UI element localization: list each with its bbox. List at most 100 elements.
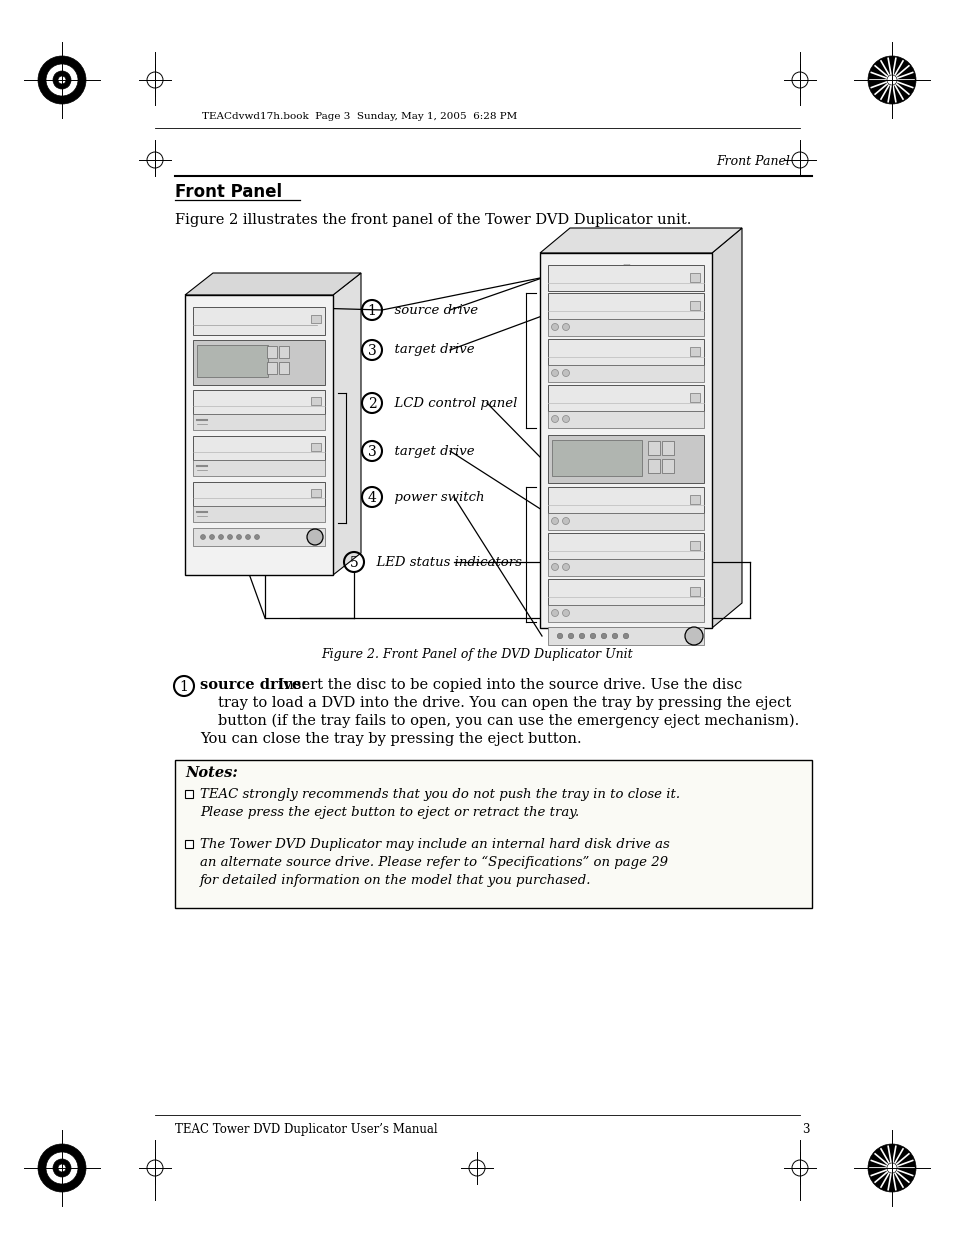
Text: LCD control panel: LCD control panel: [386, 396, 517, 410]
Bar: [547, 266, 703, 291]
Text: ▶: ▶: [677, 412, 680, 417]
Circle shape: [58, 1165, 66, 1172]
Bar: [193, 390, 325, 414]
Text: Figure 2 illustrates the front panel of the Tower DVD Duplicator unit.: Figure 2 illustrates the front panel of …: [174, 212, 691, 227]
Circle shape: [53, 1158, 71, 1177]
Text: TEAC strongly recommends that you do not push the tray in to close it.: TEAC strongly recommends that you do not…: [200, 788, 679, 802]
Text: Please press the eject button to eject or retract the tray.: Please press the eject button to eject o…: [200, 806, 578, 819]
Bar: [196, 345, 268, 377]
Circle shape: [227, 535, 233, 540]
Circle shape: [568, 634, 573, 638]
Bar: [278, 362, 289, 374]
Text: target drive: target drive: [386, 445, 475, 457]
Circle shape: [200, 535, 205, 540]
Circle shape: [562, 415, 569, 422]
Bar: [547, 559, 703, 576]
Bar: [547, 366, 703, 382]
Circle shape: [612, 634, 618, 638]
Text: Front Panel: Front Panel: [716, 156, 789, 168]
Text: 3▶: 3▶: [269, 510, 275, 515]
Bar: [689, 301, 700, 310]
Circle shape: [551, 415, 558, 422]
Text: The Tower DVD Duplicator may include an internal hard disk drive as: The Tower DVD Duplicator may include an …: [200, 839, 669, 851]
Bar: [311, 396, 320, 405]
Circle shape: [551, 324, 558, 331]
Polygon shape: [333, 273, 360, 576]
Text: □: □: [255, 311, 262, 317]
Bar: [689, 541, 700, 550]
Circle shape: [867, 1144, 915, 1192]
Circle shape: [551, 563, 558, 571]
Bar: [689, 587, 700, 597]
Circle shape: [600, 634, 606, 638]
Text: ▶: ▶: [677, 514, 680, 519]
Circle shape: [245, 535, 251, 540]
Text: TEACdvwd17h.book  Page 3  Sunday, May 1, 2005  6:28 PM: TEACdvwd17h.book Page 3 Sunday, May 1, 2…: [202, 112, 517, 121]
Bar: [689, 347, 700, 356]
Text: button (if the tray fails to open, you can use the emergency eject mechanism).: button (if the tray fails to open, you c…: [218, 714, 799, 729]
Circle shape: [46, 64, 78, 96]
Text: You can close the tray by pressing the eject button.: You can close the tray by pressing the e…: [200, 732, 581, 746]
Polygon shape: [711, 228, 741, 629]
Bar: [647, 441, 659, 454]
Text: Notes:: Notes:: [185, 766, 237, 781]
Bar: [689, 273, 700, 282]
Text: 2: 2: [367, 396, 376, 411]
Bar: [547, 293, 703, 319]
Text: 1: 1: [367, 304, 376, 317]
Bar: [547, 385, 703, 411]
Bar: [552, 440, 641, 475]
Circle shape: [210, 535, 214, 540]
Text: source drive:: source drive:: [200, 678, 307, 692]
Circle shape: [562, 324, 569, 331]
Bar: [647, 459, 659, 473]
Bar: [193, 308, 325, 335]
Polygon shape: [539, 228, 741, 253]
Text: TEAC Tower DVD Duplicator User’s Manual: TEAC Tower DVD Duplicator User’s Manual: [174, 1123, 437, 1136]
Bar: [193, 414, 325, 430]
Bar: [661, 459, 673, 473]
Text: 3: 3: [801, 1123, 809, 1136]
Text: 4: 4: [367, 492, 376, 505]
Bar: [193, 340, 325, 385]
Bar: [193, 436, 325, 459]
Text: 3: 3: [367, 445, 376, 459]
Bar: [547, 487, 703, 513]
Bar: [311, 443, 320, 451]
Circle shape: [53, 70, 71, 89]
Circle shape: [622, 634, 628, 638]
Bar: [185, 790, 193, 798]
Text: 1: 1: [179, 680, 189, 694]
Bar: [193, 506, 325, 522]
Circle shape: [236, 535, 241, 540]
Text: an alternate source drive. Please refer to “Specifications” on page 29: an alternate source drive. Please refer …: [200, 856, 667, 869]
Circle shape: [254, 535, 259, 540]
Circle shape: [562, 369, 569, 377]
Circle shape: [307, 529, 323, 545]
Bar: [311, 489, 320, 496]
Text: Front Panel: Front Panel: [174, 183, 282, 201]
Circle shape: [867, 56, 915, 104]
Circle shape: [562, 610, 569, 616]
Text: 10 SPEED: 10 SPEED: [199, 359, 225, 366]
Bar: [311, 315, 320, 324]
Circle shape: [58, 77, 66, 84]
Circle shape: [551, 610, 558, 616]
Bar: [193, 529, 325, 546]
Circle shape: [46, 1152, 78, 1184]
Circle shape: [684, 627, 702, 645]
Circle shape: [551, 369, 558, 377]
Text: 01 NORMAL: 01 NORMAL: [199, 350, 228, 354]
Circle shape: [218, 535, 223, 540]
Circle shape: [562, 563, 569, 571]
Bar: [193, 482, 325, 506]
Bar: [193, 459, 325, 475]
Text: power switch: power switch: [386, 490, 484, 504]
Text: ▶: ▶: [677, 606, 680, 611]
Circle shape: [38, 1144, 86, 1192]
Bar: [547, 534, 703, 559]
Circle shape: [551, 517, 558, 525]
Bar: [689, 393, 700, 403]
Bar: [278, 346, 289, 358]
Bar: [539, 253, 711, 629]
